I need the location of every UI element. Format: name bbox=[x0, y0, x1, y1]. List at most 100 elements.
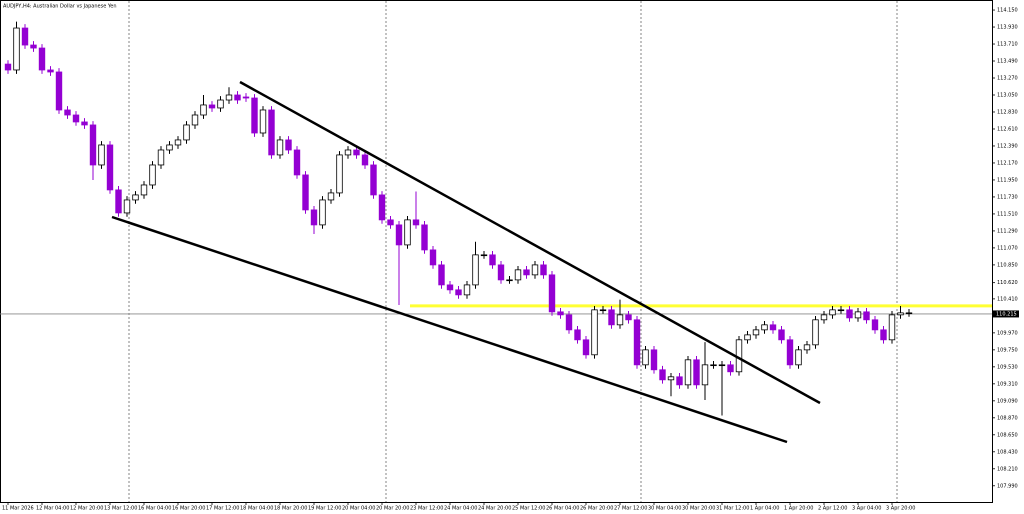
candle-body bbox=[438, 264, 445, 286]
y-tick-label: 109.310 bbox=[997, 381, 1018, 387]
current-price-box bbox=[993, 310, 1019, 318]
candle-body bbox=[888, 314, 896, 341]
x-tick-label: 26 Mar 04:00 bbox=[546, 506, 579, 512]
candle-body bbox=[157, 149, 165, 166]
candle-body bbox=[599, 309, 607, 312]
candle-body bbox=[293, 149, 301, 176]
candle-body bbox=[582, 339, 590, 356]
y-tick-label: 109.970 bbox=[997, 330, 1018, 336]
candle-body bbox=[523, 269, 530, 276]
current-price-label: 110.215 bbox=[996, 311, 1017, 317]
candle-body bbox=[565, 314, 573, 331]
candle-body bbox=[302, 174, 309, 211]
x-tick-label: 17 Mar 12:00 bbox=[206, 506, 239, 512]
candle-body bbox=[276, 139, 284, 156]
x-tick-label: 30 Mar 04:00 bbox=[648, 506, 681, 512]
x-tick-label: 1 Apr 20:00 bbox=[784, 506, 813, 512]
candle-body bbox=[880, 329, 887, 341]
upper-trendline bbox=[239, 80, 821, 405]
candle-body bbox=[616, 314, 624, 326]
candle-body bbox=[769, 324, 777, 331]
candle-body bbox=[200, 104, 207, 116]
candle-body bbox=[132, 194, 139, 201]
candle-body bbox=[820, 314, 828, 321]
candle-body bbox=[557, 311, 564, 316]
candle-body bbox=[489, 254, 496, 266]
x-tick-label: 27 Mar 12:00 bbox=[614, 506, 647, 512]
y-tick-label: 108.210 bbox=[997, 466, 1018, 472]
candle-body bbox=[4, 63, 12, 71]
marks bbox=[0, 21, 992, 416]
y-tick-label: 107.990 bbox=[997, 483, 1018, 489]
period-separators bbox=[128, 1, 898, 502]
candle-body bbox=[64, 109, 71, 116]
candle-body bbox=[650, 349, 658, 371]
y-tick-label: 113.710 bbox=[997, 42, 1018, 48]
x-tick-label: 18 Mar 20:00 bbox=[274, 506, 307, 512]
candle-body bbox=[285, 139, 292, 151]
candle-body bbox=[497, 264, 505, 281]
x-tick-label: 13 Mar 12:00 bbox=[104, 506, 137, 512]
candle-body bbox=[361, 154, 369, 166]
candle-body bbox=[608, 309, 615, 326]
candle-body bbox=[378, 194, 386, 221]
candle-body bbox=[472, 254, 479, 286]
candle-body bbox=[242, 96, 250, 99]
y-tick-label: 108.430 bbox=[997, 449, 1018, 455]
candle-body bbox=[540, 264, 547, 276]
y-tick-label: 113.270 bbox=[997, 76, 1018, 82]
candle-body bbox=[268, 109, 275, 156]
y-tick-label: 113.490 bbox=[997, 59, 1018, 65]
candle-body bbox=[259, 109, 267, 134]
candle-body bbox=[846, 309, 853, 319]
x-tick-label: 12 Mar 04:00 bbox=[36, 506, 69, 512]
candle-body bbox=[55, 71, 63, 111]
candle-body bbox=[38, 47, 46, 71]
candle-body bbox=[21, 27, 29, 46]
candle-body bbox=[387, 219, 394, 226]
candle-body bbox=[897, 312, 904, 316]
candle-body bbox=[871, 319, 879, 331]
candle-body bbox=[710, 364, 717, 367]
x-tick-label: 26 Mar 20:00 bbox=[580, 506, 613, 512]
candle-body bbox=[395, 224, 403, 246]
candle-body bbox=[30, 44, 37, 49]
y-tick-label: 110.410 bbox=[997, 296, 1018, 302]
y-tick-label: 109.750 bbox=[997, 347, 1018, 353]
y-tick-label: 108.870 bbox=[997, 415, 1018, 421]
candle-body bbox=[336, 154, 343, 194]
chart-title: AUDJPY,H4: Australian Dollar vs Japanese… bbox=[3, 4, 117, 10]
candle-body bbox=[676, 376, 683, 386]
candle-body bbox=[13, 27, 20, 71]
x-tick-label: 25 Mar 12:00 bbox=[512, 506, 545, 512]
candle-body bbox=[854, 311, 862, 319]
y-tick-label: 112.830 bbox=[997, 109, 1018, 115]
y-tick-label: 113.930 bbox=[997, 25, 1018, 31]
candle-body bbox=[693, 359, 700, 386]
candle-body bbox=[319, 199, 326, 226]
y-tick-label: 112.390 bbox=[997, 143, 1018, 149]
x-tick-label: 30 Mar 20:00 bbox=[682, 506, 715, 512]
candle-body bbox=[744, 334, 751, 341]
candle-body bbox=[327, 192, 335, 201]
x-tick-label: 1 Apr 04:00 bbox=[750, 506, 779, 512]
candle-body bbox=[506, 279, 513, 282]
plot-frame bbox=[0, 0, 993, 503]
candle-body bbox=[89, 124, 97, 166]
x-tick-label: 24 Mar 04:00 bbox=[444, 506, 477, 512]
candle-body bbox=[446, 284, 454, 291]
x-tick-label: 31 Mar 12:00 bbox=[716, 506, 749, 512]
y-tick-label: 109.530 bbox=[997, 364, 1018, 370]
candle-body bbox=[463, 284, 471, 296]
x-tick-label: 18 Mar 04:00 bbox=[240, 506, 273, 512]
x-tick-label: 16 Mar 04:00 bbox=[138, 506, 171, 512]
y-tick-label: 111.290 bbox=[997, 228, 1018, 234]
candle-body bbox=[667, 376, 675, 381]
candle-body bbox=[81, 121, 88, 126]
candle-body bbox=[684, 359, 692, 386]
candle-body bbox=[106, 144, 114, 191]
candle-body bbox=[701, 364, 709, 386]
candle-body bbox=[123, 199, 131, 214]
candle-body bbox=[837, 309, 845, 312]
candle-body bbox=[752, 329, 760, 336]
